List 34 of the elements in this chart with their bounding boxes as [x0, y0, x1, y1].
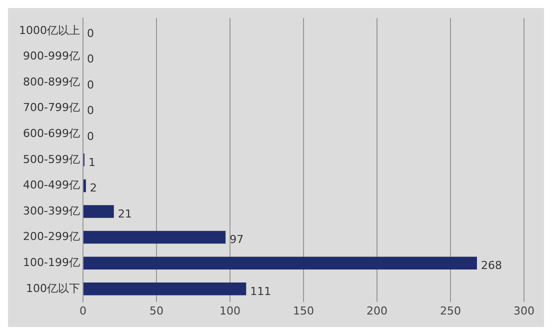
- data-label: 0: [86, 130, 94, 143]
- bar: [83, 205, 114, 218]
- x-tick-label: 300: [514, 304, 534, 318]
- x-tick-label: 250: [440, 304, 461, 318]
- data-label: 0: [86, 78, 94, 92]
- y-tick-label: 800-899亿: [23, 75, 80, 88]
- y-tick-label: 100-199亿: [23, 256, 80, 269]
- data-label: 268: [480, 258, 502, 272]
- y-tick-label: 100亿以下: [26, 282, 80, 295]
- bar: [83, 282, 246, 296]
- data-label: 0: [86, 52, 94, 66]
- data-label: 111: [250, 284, 272, 298]
- y-tick-label: 300-399亿: [23, 204, 80, 218]
- x-tick-label: 200: [366, 304, 388, 318]
- bar: [83, 230, 226, 244]
- bar: [83, 256, 477, 270]
- x-tick-label: 150: [292, 304, 314, 318]
- y-tick-label: 400-499亿: [23, 178, 80, 192]
- data-label: 21: [118, 207, 132, 220]
- y-tick-label: 1000亿以上: [18, 24, 80, 37]
- data-label: 0: [86, 26, 94, 40]
- data-label: 1: [88, 156, 96, 169]
- data-label: 0: [86, 104, 94, 118]
- y-tick-label: 700-799亿: [23, 101, 80, 114]
- y-tick-label: 900-999亿: [23, 50, 80, 63]
- data-label: 2: [90, 182, 97, 195]
- y-tick-label: 200-299亿: [23, 230, 80, 244]
- y-tick-label: 600-699亿: [23, 126, 80, 140]
- data-label: 97: [230, 233, 244, 246]
- x-tick-label: 50: [149, 304, 164, 318]
- x-tick-label: 100: [219, 304, 240, 318]
- x-tick-label: 0: [79, 304, 86, 318]
- y-tick-label: 500-599亿: [23, 152, 80, 166]
- bar: [83, 179, 86, 192]
